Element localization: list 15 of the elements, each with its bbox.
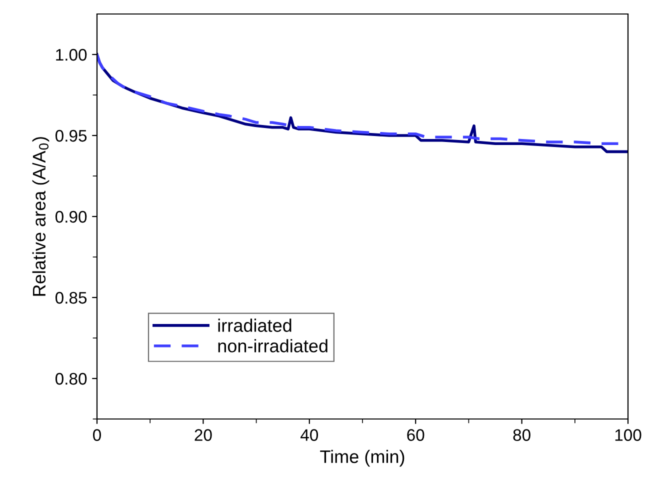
x-tick-label: 40 (300, 429, 318, 441)
x-tick-label: 60 (407, 429, 424, 441)
x-tick-label: 0 (93, 429, 101, 441)
y-tick-label: 0.85 (55, 292, 87, 304)
y-axis-title: Relative area (A/A$_{0}$) (32, 137, 50, 296)
x-tick-label: 20 (194, 429, 212, 441)
y-tick-label: 0.80 (55, 372, 87, 385)
y-tick-label: 1.00 (56, 48, 87, 61)
x-tick-label: 100 (615, 429, 642, 441)
x-tick-label: 80 (513, 429, 530, 441)
legend-label: irradiated (218, 318, 292, 332)
y-tick-label: 0.90 (55, 210, 87, 223)
legend-label: non-irradiated (218, 339, 328, 352)
x-axis-title: Time (min) (320, 450, 404, 467)
y-tick-label: 0.95 (55, 130, 87, 142)
